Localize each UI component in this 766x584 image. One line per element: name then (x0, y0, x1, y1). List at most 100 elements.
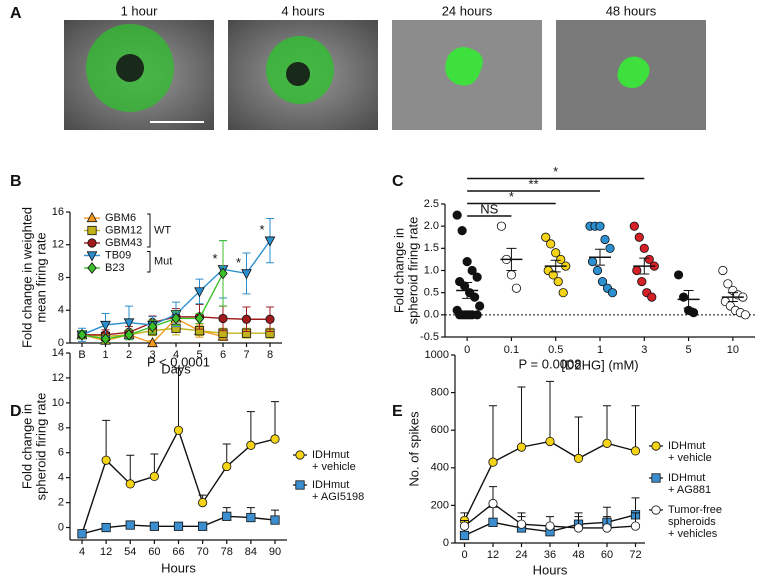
x-tick-label: 0.5 (548, 344, 563, 356)
marker (241, 314, 252, 324)
marker (630, 521, 641, 531)
legend-bracket (147, 251, 151, 273)
error-bar (683, 289, 694, 309)
x-tick-label: 12 (487, 549, 499, 561)
spheroid-core (116, 54, 144, 82)
significance-label: * (509, 189, 514, 204)
marker (553, 276, 563, 287)
legend-label: + vehicles (668, 528, 718, 540)
x-tick-label: 36 (544, 549, 556, 561)
y-axis-label: Fold change in weighted (19, 207, 34, 348)
y-axis-label: spheroid firing rate (33, 393, 48, 501)
marker (194, 287, 205, 298)
y-tick-label: 600 (431, 424, 449, 436)
marker (459, 521, 470, 531)
marker (740, 310, 750, 320)
x-tick-label: 78 (221, 546, 233, 558)
y-axis-label: mean firing rate (33, 232, 48, 322)
marker (516, 519, 527, 529)
marker (462, 257, 472, 267)
legend-label: + vehicle (312, 461, 356, 473)
error-bar (595, 248, 605, 266)
marker (470, 292, 480, 302)
marker (723, 279, 733, 289)
y-tick-label: 6 (58, 447, 64, 459)
marker (457, 226, 467, 236)
marker (246, 440, 256, 450)
x-tick-label: 60 (601, 549, 613, 561)
marker (198, 497, 208, 508)
x-tick-label: 5 (196, 349, 202, 361)
y-tick-label: 10 (52, 397, 64, 409)
marker (218, 267, 228, 280)
y-tick-label: 16 (52, 206, 64, 218)
error-bar (603, 405, 611, 444)
panel-label: B (10, 173, 22, 190)
error-bar (462, 281, 473, 299)
y-tick-label: 0 (443, 537, 449, 549)
x-tick-label: 12 (100, 546, 112, 558)
marker (264, 236, 276, 247)
x-tick-label: 70 (197, 546, 209, 558)
y-tick-label: 2.0 (424, 220, 439, 232)
marker (100, 333, 111, 345)
legend-label: + AG881 (668, 484, 711, 496)
error-bar (271, 401, 279, 440)
x-tick-label: 90 (269, 546, 281, 558)
marker (194, 312, 205, 325)
series-line (81, 428, 276, 534)
error-bar (574, 416, 583, 459)
panel-label: D (10, 403, 22, 420)
marker (241, 269, 252, 280)
error-bar (506, 247, 517, 271)
y-axis-label: spheroid firing rate (405, 217, 420, 325)
y-tick-label: 400 (431, 462, 449, 474)
image-panel (64, 20, 706, 130)
panel-label: A (10, 5, 22, 22)
x-axis-label: [D2HG] (mM) (561, 357, 638, 372)
marker (551, 248, 561, 258)
marker (101, 455, 111, 465)
legend-label: Tumor-free (668, 504, 722, 516)
y-tick-label: 8 (58, 422, 64, 434)
x-tick-label: 1 (102, 349, 108, 361)
error-bar (174, 367, 183, 431)
caption: 1 hour (121, 3, 159, 18)
y-tick-label: 1.0 (424, 264, 439, 276)
error-bar (550, 259, 561, 273)
marker (651, 441, 661, 451)
x-tick-label: B (78, 349, 85, 361)
marker (511, 283, 522, 293)
marker (222, 511, 232, 521)
marker (651, 505, 661, 515)
x-tick-label: 0 (461, 549, 467, 561)
marker (475, 301, 485, 311)
y-tick-label: 12 (52, 372, 64, 384)
error-bar (517, 386, 526, 448)
x-tick-label: 6 (220, 349, 226, 361)
annotation: * (212, 251, 217, 266)
marker (597, 276, 608, 287)
marker (595, 221, 605, 231)
marker (467, 265, 477, 276)
marker (548, 270, 558, 280)
x-tick-label: 0 (464, 344, 470, 356)
x-tick-label: 1 (597, 344, 603, 356)
marker (125, 479, 135, 489)
marker (718, 265, 728, 276)
marker (592, 265, 603, 276)
marker (125, 520, 135, 530)
marker (77, 328, 87, 341)
y-tick-label: 1.5 (424, 242, 439, 254)
legend-group-label: WT (154, 224, 171, 236)
x-tick-label: 84 (245, 546, 257, 558)
marker (688, 308, 699, 318)
marker (149, 471, 159, 482)
marker (506, 270, 517, 280)
marker (459, 530, 470, 541)
legend-label: TB09 (105, 249, 131, 261)
marker (644, 254, 654, 265)
x-axis-label: Days (161, 361, 191, 376)
significance-label: ** (529, 176, 539, 191)
annotation: P < 0.0001 (147, 354, 210, 369)
